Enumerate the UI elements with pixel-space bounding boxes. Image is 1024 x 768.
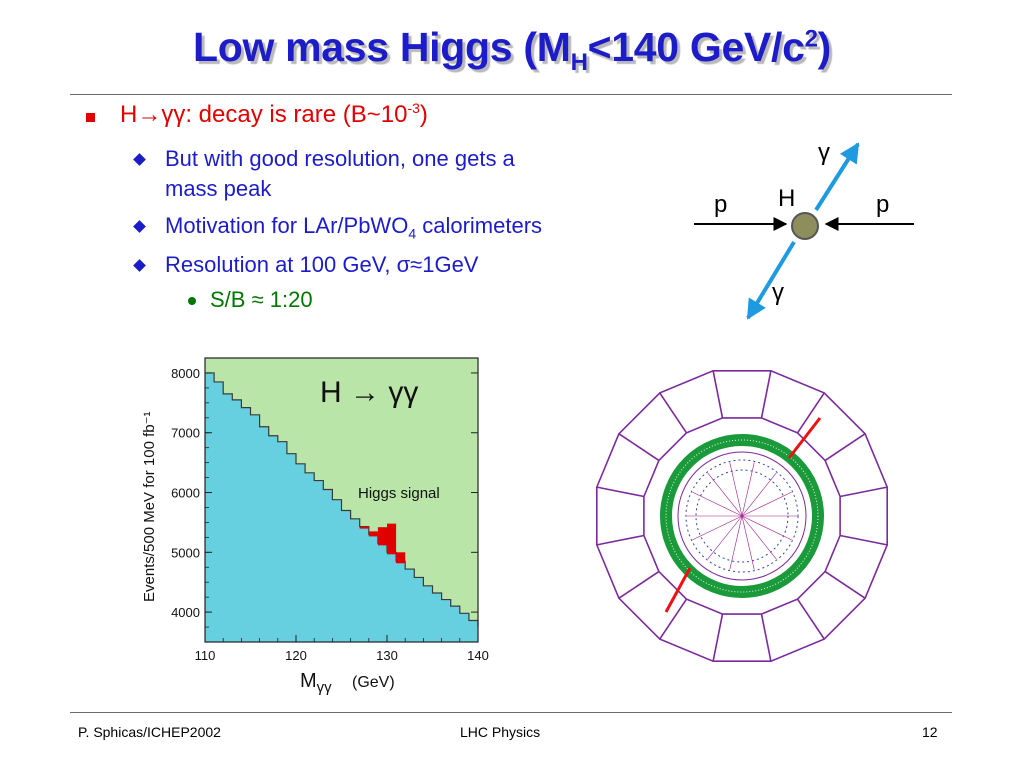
- footer-divider: [70, 712, 952, 713]
- track-line: [741, 462, 755, 517]
- title-divider: [70, 94, 952, 95]
- higgs-decay-diagram: γ γ p H p: [694, 139, 914, 320]
- track-line: [707, 472, 743, 517]
- calorimeter-segment: [796, 392, 825, 434]
- higgs-boson-icon: [791, 212, 819, 240]
- photon-candidate-1: [787, 417, 822, 459]
- track-line: [692, 491, 743, 517]
- track-line: [741, 515, 755, 570]
- signal-bin: [359, 526, 369, 529]
- bullet-good-resolution: But with good resolution, one gets a mas…: [165, 144, 515, 204]
- x-tick-label: 140: [467, 648, 489, 663]
- x-tick-label: 110: [195, 648, 216, 663]
- track-line: [741, 491, 792, 517]
- signal-bin: [368, 531, 378, 537]
- background-outline: [205, 372, 479, 627]
- label-p-left: p: [714, 191, 727, 218]
- label-gamma-top: γ: [818, 139, 830, 166]
- track-line: [741, 515, 792, 541]
- calorimeter-segment: [659, 392, 688, 434]
- bullet-signal-background: S/B ≈ 1:20: [210, 287, 313, 312]
- calorimeter-segment: [824, 570, 866, 599]
- diamond-marker: [133, 153, 146, 166]
- x-axis-unit: (GeV): [352, 674, 395, 691]
- signal-bin: [387, 523, 397, 555]
- bullet-decay-rare: H→γγ: decay is rare (B~10-3): [120, 100, 428, 128]
- chart-title: H → γγ: [320, 376, 418, 409]
- calorimeter-segment: [760, 613, 772, 662]
- label-H: H: [778, 185, 795, 212]
- footer-title: LHC Physics: [460, 724, 541, 740]
- calorimeter-segment: [596, 534, 645, 546]
- calorimeter-segment: [796, 598, 825, 640]
- x-axis-label-sub: γγ: [317, 679, 333, 696]
- diamond-marker: [133, 220, 146, 233]
- calorimeter-segment: [824, 433, 866, 462]
- track-line: [729, 462, 743, 517]
- outer-ring: [596, 370, 889, 663]
- bullet-line: mass peak: [165, 176, 272, 201]
- footer-author: P. Sphicas/ICHEP2002: [78, 724, 221, 740]
- x-axis-title: Mγγ (GeV): [300, 670, 395, 696]
- photon-candidate-2: [664, 567, 692, 613]
- y-tick-label: 5000: [171, 545, 200, 560]
- track-line: [707, 515, 743, 560]
- footer-page-number: 12: [922, 724, 938, 740]
- plot-frame: [204, 357, 479, 643]
- label-gamma-bottom: γ: [772, 279, 784, 306]
- y-axis-label: Events/500 MeV for 100 fb⁻¹: [141, 411, 158, 602]
- x-axis-label-main: M: [300, 670, 317, 692]
- signal-bin: [377, 527, 387, 546]
- bullet-resolution: Resolution at 100 GeV, σ≈1GeV: [165, 252, 479, 277]
- y-tick-label: 6000: [171, 486, 200, 501]
- calorimeter-segment: [596, 486, 645, 498]
- signal-bin: [396, 552, 406, 564]
- track-line: [741, 515, 777, 560]
- calorimeter-segment: [618, 433, 660, 462]
- tracker-dashed-1: [685, 459, 799, 573]
- photon-top-arrow: [814, 142, 860, 212]
- calorimeter-segment: [760, 370, 772, 419]
- photon-bottom-arrow: [746, 240, 796, 320]
- diamond-marker: [133, 259, 146, 272]
- chart-annotation: Higgs signal: [358, 485, 440, 502]
- slide-title: Low mass Higgs (MH<140 GeV/c2): [192, 24, 832, 77]
- y-tick-label: 7000: [171, 426, 200, 441]
- y-tick-label: 4000: [171, 605, 200, 620]
- x-axis-label: Mγγ: [300, 670, 332, 696]
- track-line: [729, 515, 743, 570]
- x-tick-label: 130: [376, 648, 398, 663]
- bullet-line: But with good resolution, one gets a: [165, 146, 515, 171]
- x-tick-label: 120: [285, 648, 307, 663]
- calorimeter-segment: [659, 598, 688, 640]
- label-p-right: p: [876, 191, 889, 218]
- track-line: [741, 472, 777, 517]
- bullet-motivation: Motivation for LAr/PbWO4 calorimeters: [165, 213, 543, 242]
- plot-area: 4000 5000 6000 7000 8000 110 120 130 140: [171, 357, 489, 663]
- track-line: [692, 515, 743, 541]
- calorimeter-segment: [839, 486, 888, 498]
- calorimeter-segment: [712, 370, 724, 419]
- calorimeter-segment: [618, 570, 660, 599]
- calorimeter-spokes: [596, 370, 888, 662]
- detector-event-display: [596, 370, 889, 663]
- calorimeter-segment: [712, 613, 724, 662]
- ecal-ring-hatch: [665, 439, 819, 593]
- dot-marker: [188, 297, 196, 305]
- bullet-square-marker: [86, 113, 95, 122]
- y-tick-label: 8000: [171, 366, 200, 381]
- calorimeter-segment: [839, 534, 888, 546]
